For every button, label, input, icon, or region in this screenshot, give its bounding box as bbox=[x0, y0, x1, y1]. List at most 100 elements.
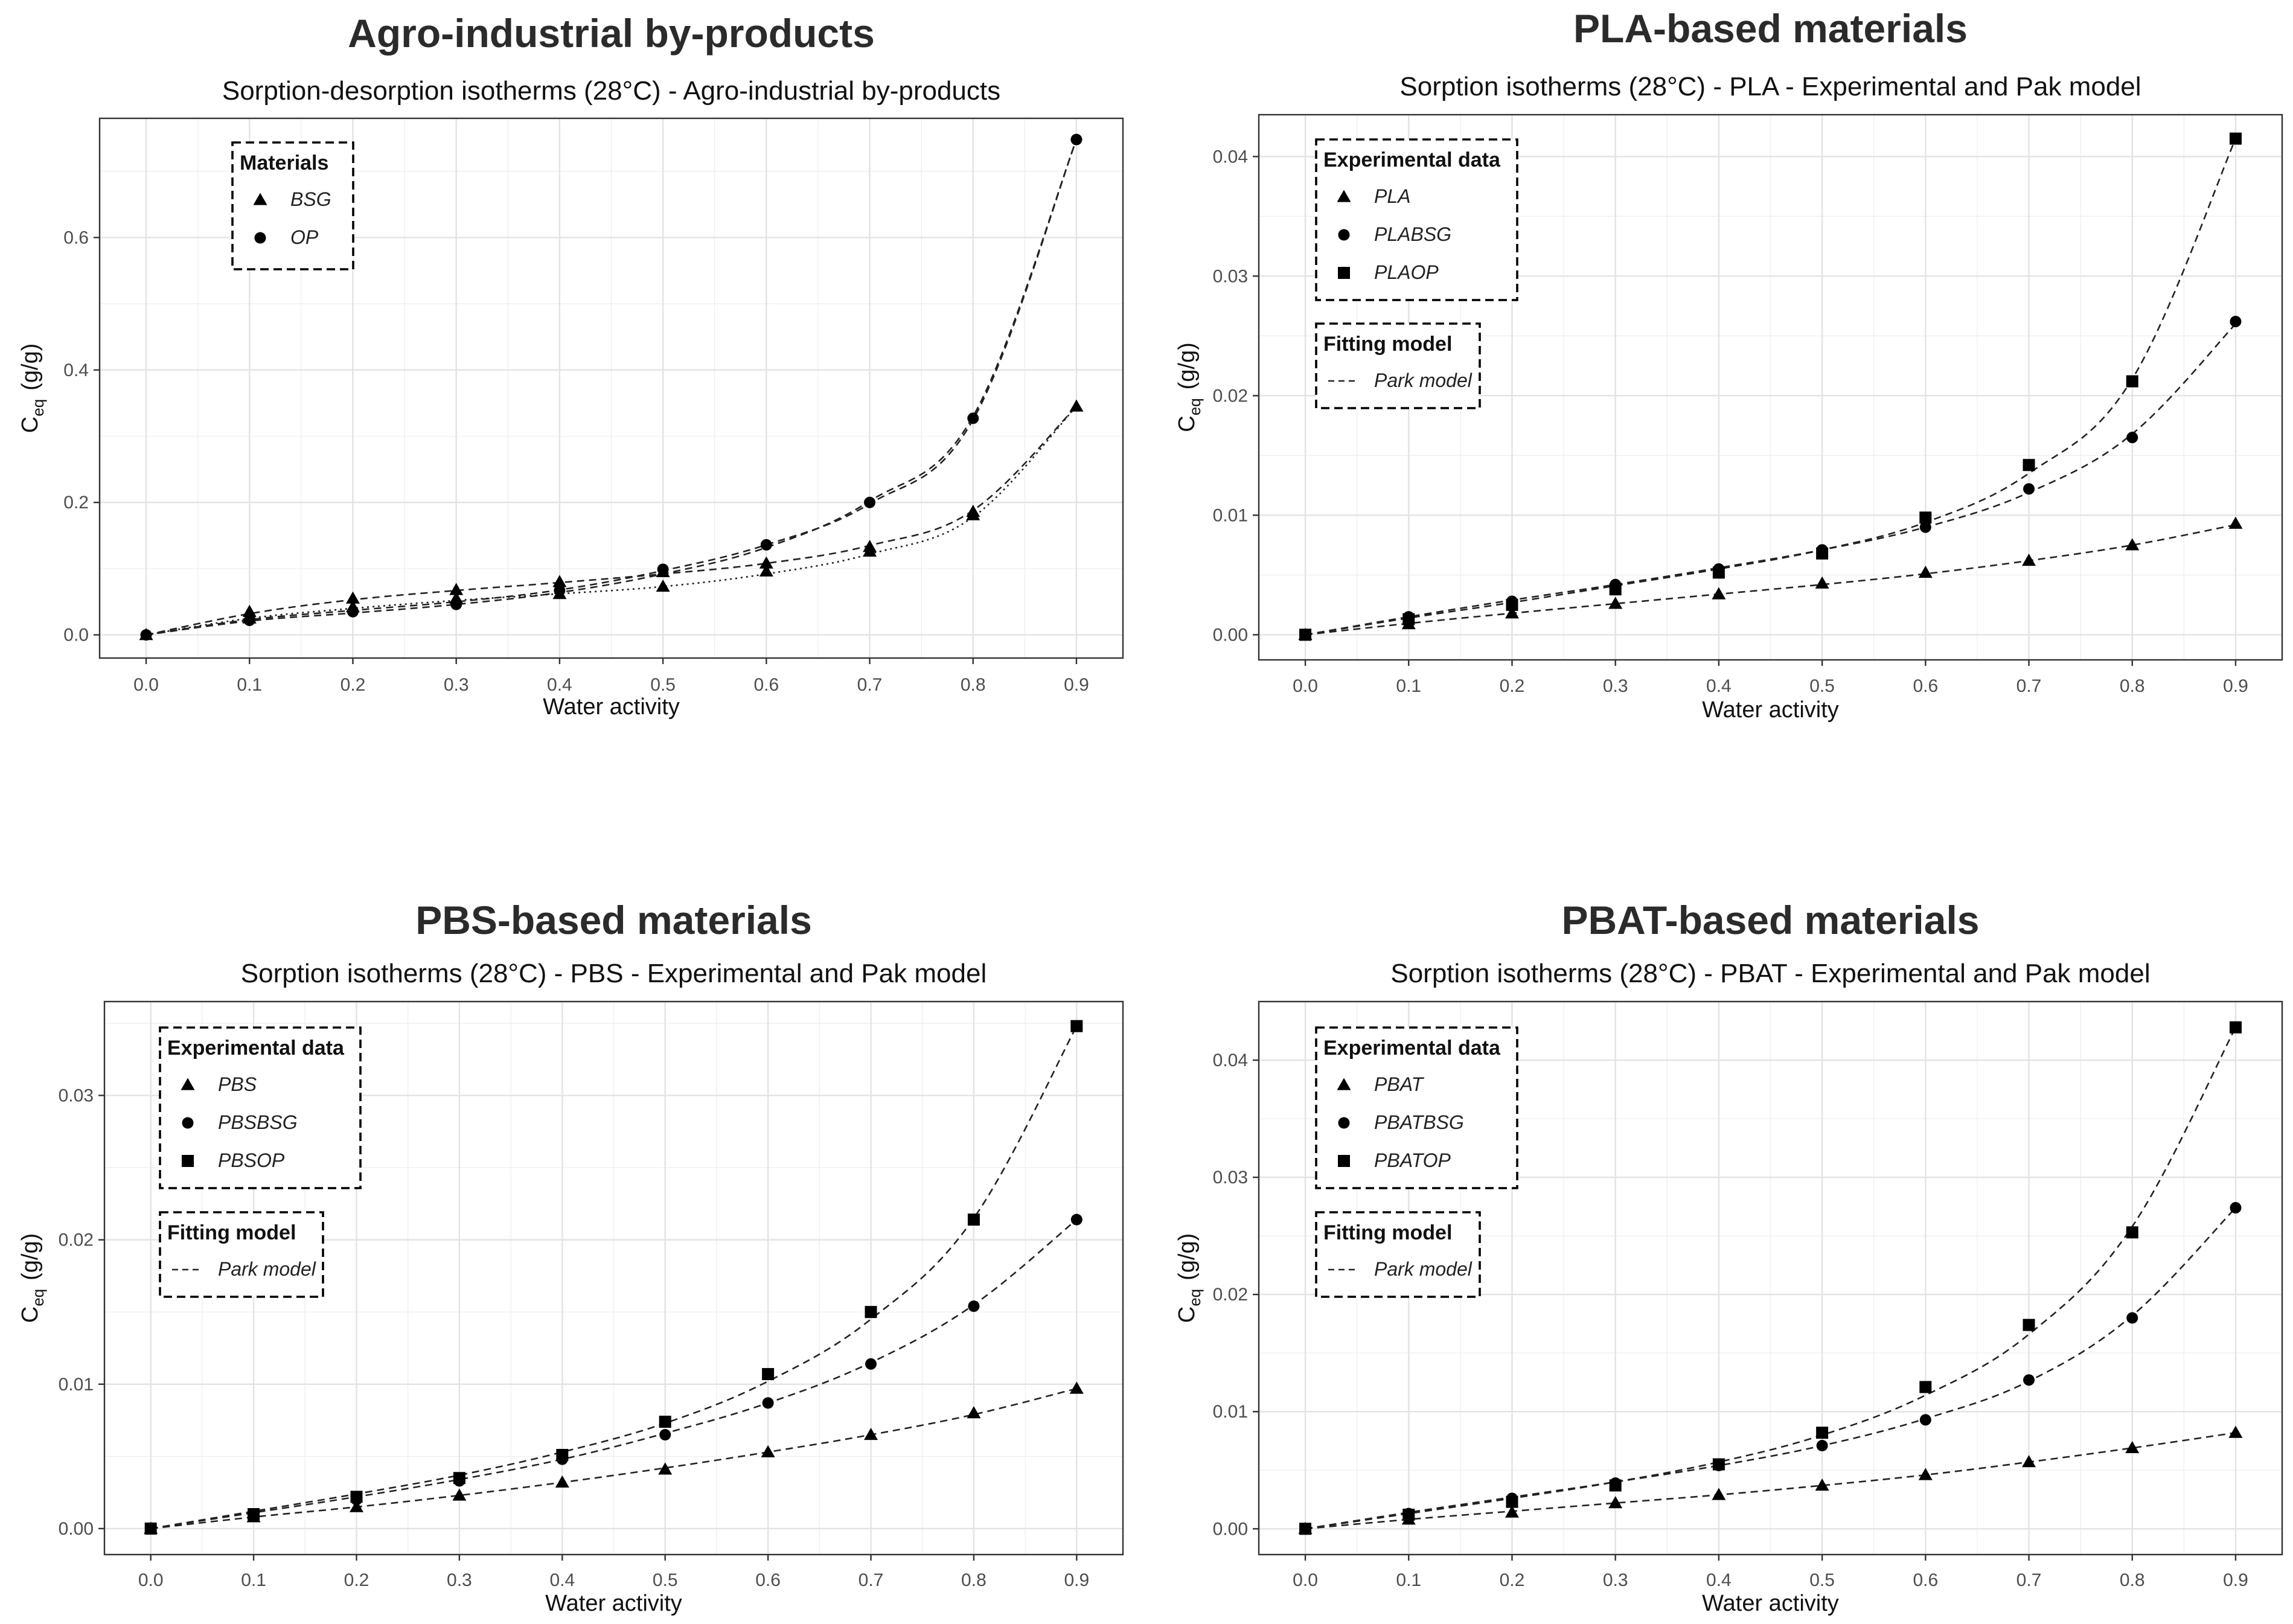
data-points bbox=[144, 1020, 1084, 1535]
y-tick-label: 0.4 bbox=[63, 360, 89, 380]
x-tick-label: 0.4 bbox=[547, 675, 572, 695]
y-tick-label: 0.01 bbox=[1213, 505, 1248, 525]
x-tick-label: 0.4 bbox=[549, 1570, 575, 1590]
legend-box bbox=[1315, 1211, 1481, 1298]
x-tick-label: 0.7 bbox=[2016, 676, 2042, 696]
data-point-plaop bbox=[1402, 613, 1415, 625]
legend-entry-label: PLAOP bbox=[1374, 261, 1439, 283]
legend: Fitting model Park model bbox=[159, 1211, 324, 1298]
chart-panel-3: PBS-based materials Sorption isotherms (2… bbox=[18, 898, 1124, 1616]
data-point-pla bbox=[1712, 587, 1726, 599]
y-tick-label: 0.01 bbox=[59, 1375, 94, 1395]
chart-title: Sorption isotherms (28°C) - PLA - Experi… bbox=[1399, 72, 2141, 101]
legend-entry-label: OP bbox=[290, 226, 319, 248]
x-tick-label: 0.8 bbox=[2120, 676, 2145, 696]
legend-key-circle bbox=[1338, 229, 1350, 241]
legend-box bbox=[1315, 322, 1481, 409]
data-point-bsg bbox=[1069, 399, 1084, 412]
data-point-pbatop bbox=[1919, 1381, 1932, 1393]
legend-key-circle bbox=[1338, 1117, 1350, 1129]
data-point-pbat bbox=[1505, 1505, 1519, 1518]
data-point-pbatbsg bbox=[1919, 1414, 1931, 1426]
data-point-pbatop bbox=[2126, 1226, 2138, 1239]
data-points bbox=[1298, 132, 2243, 641]
legend-key-triangle bbox=[1337, 1078, 1351, 1090]
legend-key-square bbox=[1338, 267, 1350, 279]
x-tick-label: 0.6 bbox=[1913, 676, 1938, 696]
y-axis-label: Ceq(g/g) bbox=[18, 1233, 47, 1323]
data-point-pbatop bbox=[1609, 1479, 1622, 1492]
legend-title: Materials bbox=[240, 152, 328, 174]
legend-key-triangle bbox=[181, 1078, 195, 1090]
data-point-pbat bbox=[1918, 1468, 1933, 1480]
data-point-pbatbsg bbox=[1816, 1440, 1828, 1452]
y-tick-label: 0.03 bbox=[1213, 1168, 1248, 1188]
data-point-pbsop bbox=[144, 1522, 157, 1535]
data-point-plaop bbox=[2229, 132, 2242, 145]
data-point-bsg bbox=[449, 583, 464, 595]
x-tick-label: 0.3 bbox=[447, 1570, 472, 1590]
x-tick-label: 0.9 bbox=[1064, 675, 1089, 695]
data-point-pbatbsg bbox=[2023, 1374, 2035, 1386]
x-tick-label: 0.6 bbox=[753, 675, 779, 695]
x-tick-label: 0.5 bbox=[653, 1570, 678, 1590]
chart-heading: Agro-industrial by-products bbox=[348, 11, 875, 56]
data-point-op bbox=[760, 539, 772, 551]
legend-entry-label: PLABSG bbox=[1374, 223, 1451, 245]
x-axis-label: Water activity bbox=[1702, 1591, 1839, 1616]
data-point-pla bbox=[2125, 538, 2140, 551]
data-point-pbsop bbox=[967, 1213, 980, 1226]
chart-panel-1: Agro-industrial by-products Sorption-deso… bbox=[18, 11, 1124, 720]
y-axis-label: Ceq(g/g) bbox=[1174, 342, 1204, 432]
plot-border bbox=[98, 117, 1124, 659]
x-axis: 0.0 0.1 0.2 0.3 0.4 0.5 0.6 0.7 0.8 0.9 Water acti… bbox=[1293, 660, 2248, 723]
plot-border bbox=[103, 1000, 1124, 1556]
x-axis: 0.0 0.1 0.2 0.3 0.4 0.5 0.6 0.7 0.8 0.9 Water acti… bbox=[133, 658, 1089, 720]
data-point-pbatbsg bbox=[2126, 1312, 2138, 1324]
y-tick-label: 0.02 bbox=[1213, 386, 1248, 406]
data-point-pbs bbox=[555, 1475, 569, 1488]
legend-title: Fitting model bbox=[1323, 1221, 1452, 1244]
data-point-plabsg bbox=[2023, 483, 2035, 495]
data-point-pbatop bbox=[1299, 1523, 1312, 1535]
y-tick-label: 0.0 bbox=[63, 625, 89, 645]
data-point-pbsop bbox=[350, 1491, 363, 1503]
x-tick-label: 0.5 bbox=[1809, 1570, 1835, 1590]
plot-border bbox=[1258, 113, 2283, 661]
y-tick-label: 0.00 bbox=[59, 1519, 94, 1539]
x-tick-label: 0.9 bbox=[1064, 1570, 1089, 1590]
legend-title: Fitting model bbox=[167, 1221, 296, 1244]
legend-entry-label: PBATBSG bbox=[1374, 1111, 1464, 1133]
legend-entry-label: Park model bbox=[1374, 1258, 1473, 1280]
legend-entry-label: PLA bbox=[1374, 185, 1410, 207]
data-point-plabsg bbox=[2126, 432, 2138, 444]
y-tick-label: 0.00 bbox=[1213, 1519, 1248, 1539]
data-point-pbat bbox=[1815, 1479, 1829, 1491]
fit-curves bbox=[150, 1026, 1078, 1530]
y-axis: 0.00 0.01 0.02 0.03 0.04 Ceq(g/g) bbox=[1174, 147, 1259, 645]
y-tick-label: 0.03 bbox=[59, 1085, 94, 1105]
data-point-bsg bbox=[552, 575, 567, 587]
data-point-op bbox=[967, 412, 979, 424]
x-tick-label: 0.5 bbox=[1809, 676, 1835, 696]
x-tick-label: 0.2 bbox=[1500, 1570, 1525, 1590]
data-point-pbatop bbox=[1402, 1509, 1415, 1521]
chart-heading: PLA-based materials bbox=[1573, 6, 1968, 51]
x-tick-label: 0.2 bbox=[1500, 676, 1525, 696]
x-tick-label: 0.9 bbox=[2223, 1570, 2248, 1590]
data-point-pbsop bbox=[248, 1508, 260, 1521]
data-point-pbs bbox=[349, 1500, 363, 1512]
data-point-op bbox=[347, 606, 359, 618]
legend-entry-label: PBSBSG bbox=[218, 1111, 298, 1133]
plot-border bbox=[1258, 1000, 2283, 1556]
x-tick-label: 0.6 bbox=[755, 1570, 781, 1590]
data-point-pla bbox=[2022, 554, 2036, 566]
chart-panel-4: PBAT-based materials Sorption isotherms (… bbox=[1174, 898, 2283, 1616]
legend: Fitting model Park model bbox=[1315, 1211, 1481, 1298]
y-tick-label: 0.04 bbox=[1213, 147, 1248, 167]
x-axis: 0.0 0.1 0.2 0.3 0.4 0.5 0.6 0.7 0.8 0.9 Water acti… bbox=[1293, 1555, 2248, 1616]
y-tick-label: 0.03 bbox=[1213, 266, 1248, 286]
y-tick-label: 0.00 bbox=[1213, 625, 1248, 645]
data-point-op bbox=[140, 629, 152, 641]
